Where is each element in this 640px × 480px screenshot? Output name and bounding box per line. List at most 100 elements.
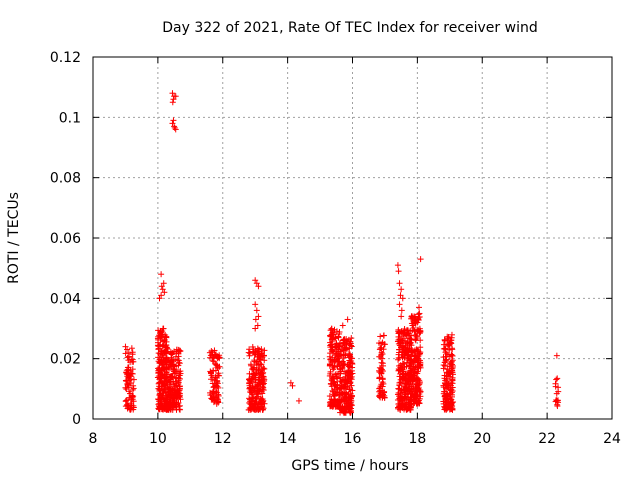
data-point: [347, 342, 354, 349]
data-point: [246, 352, 253, 359]
data-point: [379, 351, 386, 358]
data-point: [376, 385, 383, 392]
data-point: [400, 360, 407, 367]
data-point: [345, 369, 352, 376]
data-point: [257, 395, 264, 402]
data-point: [169, 397, 176, 404]
data-point: [406, 362, 413, 369]
data-point: [258, 369, 265, 376]
data-point: [339, 364, 346, 371]
data-point: [157, 375, 164, 382]
data-point: [261, 365, 268, 372]
data-point: [168, 373, 175, 380]
data-point: [158, 395, 165, 402]
data-point: [341, 345, 348, 352]
data-point: [378, 359, 385, 366]
data-point: [417, 362, 424, 369]
data-point: [417, 344, 424, 351]
data-point: [409, 322, 416, 329]
data-point: [376, 346, 383, 353]
data-point: [347, 407, 354, 414]
x-tick-label: 10: [149, 431, 167, 447]
data-point: [329, 401, 336, 408]
data-point: [555, 399, 562, 406]
data-point: [261, 400, 268, 407]
data-point: [397, 364, 404, 371]
data-point: [408, 332, 415, 339]
data-point: [124, 346, 131, 353]
data-point: [442, 400, 449, 407]
data-point: [210, 399, 217, 406]
data-point: [381, 341, 388, 348]
y-tick-label: 0.12: [50, 50, 81, 66]
data-point: [408, 400, 415, 407]
data-point: [410, 376, 417, 383]
data-point: [380, 332, 387, 339]
data-point: [173, 388, 180, 395]
y-tick-label: 0.08: [50, 171, 81, 187]
data-point: [339, 405, 346, 412]
data-point: [403, 331, 410, 338]
data-point: [163, 333, 170, 340]
data-point: [328, 341, 335, 348]
data-point: [169, 90, 176, 97]
data-point: [246, 350, 253, 357]
y-tick-label: 0.06: [50, 231, 81, 247]
data-point: [415, 365, 422, 372]
data-point: [170, 117, 177, 124]
data-point: [413, 333, 420, 340]
data-point: [404, 351, 411, 358]
x-axis-label: GPS time / hours: [291, 458, 408, 474]
data-point: [260, 352, 267, 359]
data-point: [175, 353, 182, 360]
data-point: [212, 382, 219, 389]
data-point: [248, 386, 255, 393]
data-point: [159, 365, 166, 372]
data-point: [159, 342, 166, 349]
data-point: [215, 392, 222, 399]
data-point: [171, 393, 178, 400]
data-point: [376, 340, 383, 347]
x-tick-label: 22: [538, 431, 556, 447]
data-point: [342, 377, 349, 384]
data-point: [402, 380, 409, 387]
data-point: [401, 395, 408, 402]
data-point: [259, 379, 266, 386]
data-point: [417, 388, 424, 395]
data-point: [246, 375, 253, 382]
data-point: [408, 342, 415, 349]
data-point: [403, 340, 410, 347]
data-point: [397, 333, 404, 340]
data-point: [165, 389, 172, 396]
grid-lines: [93, 57, 612, 419]
data-point: [331, 393, 338, 400]
data-point: [210, 388, 217, 395]
data-point: [346, 357, 353, 364]
data-point: [339, 322, 346, 329]
data-point: [337, 339, 344, 346]
data-point: [448, 399, 455, 406]
axis-ticks: [92, 56, 613, 420]
data-point: [255, 370, 262, 377]
data-point: [397, 292, 404, 299]
data-point: [414, 319, 421, 326]
data-point: [440, 384, 447, 391]
data-point: [416, 329, 423, 336]
data-point: [398, 286, 405, 293]
x-tick-label: 24: [603, 431, 621, 447]
data-point: [349, 387, 356, 394]
data-point: [396, 301, 403, 308]
data-point: [349, 361, 356, 368]
data-point: [343, 378, 350, 385]
data-point: [448, 345, 455, 352]
y-tick-label: 0.1: [59, 110, 81, 126]
data-point: [417, 256, 424, 263]
data-point: [252, 316, 259, 323]
data-point: [410, 359, 417, 366]
data-point: [348, 343, 355, 350]
data-point: [125, 364, 132, 371]
data-point: [337, 397, 344, 404]
data-point: [173, 346, 180, 353]
data-point: [213, 361, 220, 368]
data-point: [164, 400, 171, 407]
